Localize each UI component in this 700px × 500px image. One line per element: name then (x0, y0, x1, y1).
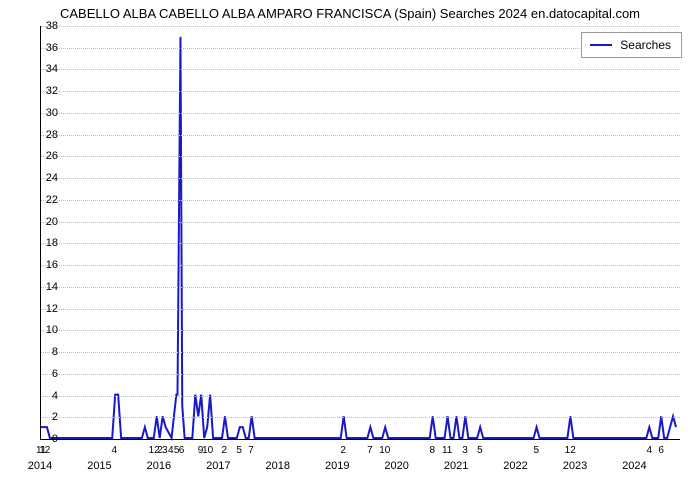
y-tick-label: 2 (28, 411, 58, 423)
x-tick-month: 10 (202, 445, 213, 456)
x-tick-month: 4 (112, 445, 118, 456)
gridline (41, 352, 680, 353)
gridline (41, 309, 680, 310)
chart-title: CABELLO ALBA CABELLO ALBA AMPARO FRANCIS… (0, 6, 700, 21)
x-tick-year: 2022 (503, 460, 527, 472)
x-tick-month: 10 (379, 445, 390, 456)
x-tick-month: 7 (248, 445, 254, 456)
x-tick-year: 2016 (147, 460, 171, 472)
x-tick-month: 5 (534, 445, 540, 456)
x-tick-month: 12 (565, 445, 576, 456)
y-tick-label: 24 (28, 172, 58, 184)
y-tick-label: 38 (28, 20, 58, 32)
x-tick-month: 5 (477, 445, 483, 456)
y-tick-label: 18 (28, 237, 58, 249)
gridline (41, 69, 680, 70)
y-tick-label: 0 (28, 433, 58, 445)
x-tick-month: 3 (162, 445, 168, 456)
x-tick-month: 8 (430, 445, 436, 456)
y-tick-label: 12 (28, 303, 58, 315)
x-tick-year: 2015 (87, 460, 111, 472)
y-tick-label: 34 (28, 63, 58, 75)
y-tick-label: 14 (28, 281, 58, 293)
legend: Searches (581, 32, 682, 58)
y-tick-label: 20 (28, 216, 58, 228)
gridline (41, 243, 680, 244)
x-tick-month: 12 (39, 445, 50, 456)
chart-container: CABELLO ALBA CABELLO ALBA AMPARO FRANCIS… (0, 0, 700, 500)
y-tick-label: 26 (28, 150, 58, 162)
y-tick-label: 22 (28, 194, 58, 206)
y-tick-label: 4 (28, 390, 58, 402)
gridline (41, 26, 680, 27)
gridline (41, 200, 680, 201)
y-tick-label: 6 (28, 368, 58, 380)
x-tick-month: 6 (658, 445, 664, 456)
x-tick-month: 5 (236, 445, 242, 456)
line-series (41, 26, 680, 439)
gridline (41, 396, 680, 397)
x-tick-month: 3 (462, 445, 468, 456)
legend-swatch (590, 44, 612, 46)
x-tick-month: 2 (340, 445, 346, 456)
x-tick-year: 2023 (563, 460, 587, 472)
x-tick-month: 7 (367, 445, 373, 456)
x-tick-month: 6 (179, 445, 185, 456)
x-tick-year: 2018 (266, 460, 290, 472)
gridline (41, 135, 680, 136)
x-tick-year: 2024 (622, 460, 646, 472)
y-tick-label: 8 (28, 346, 58, 358)
gridline (41, 265, 680, 266)
x-tick-month: 4 (646, 445, 652, 456)
y-tick-label: 36 (28, 42, 58, 54)
x-tick-year: 2014 (28, 460, 52, 472)
y-tick-label: 10 (28, 324, 58, 336)
x-tick-month: 2 (221, 445, 227, 456)
gridline (41, 178, 680, 179)
y-tick-label: 30 (28, 107, 58, 119)
x-tick-year: 2021 (444, 460, 468, 472)
gridline (41, 374, 680, 375)
gridline (41, 330, 680, 331)
x-tick-year: 2020 (384, 460, 408, 472)
y-tick-label: 16 (28, 259, 58, 271)
x-tick-month: 4 (168, 445, 174, 456)
plot-area (40, 26, 680, 440)
x-tick-year: 2019 (325, 460, 349, 472)
y-tick-label: 28 (28, 129, 58, 141)
gridline (41, 417, 680, 418)
gridline (41, 222, 680, 223)
gridline (41, 91, 680, 92)
legend-label: Searches (620, 38, 671, 52)
x-tick-month: 11 (442, 445, 452, 456)
gridline (41, 287, 680, 288)
gridline (41, 113, 680, 114)
y-tick-label: 32 (28, 85, 58, 97)
x-tick-year: 2017 (206, 460, 230, 472)
gridline (41, 156, 680, 157)
